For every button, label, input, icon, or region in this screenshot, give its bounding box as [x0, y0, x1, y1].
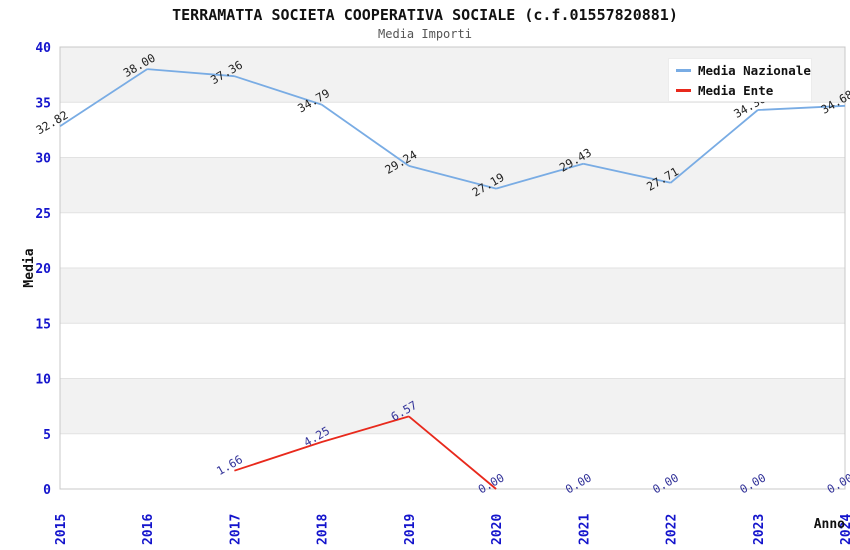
y-tick-label: 10 — [35, 373, 51, 388]
legend-line-red-icon — [676, 88, 691, 92]
x-tick-label: 2016 — [141, 514, 156, 545]
legend-label: Media Nazionale — [698, 62, 811, 78]
x-tick-label: 2021 — [577, 514, 592, 545]
y-tick-label: 0 — [43, 483, 51, 498]
data-label: 0.00 — [476, 470, 507, 496]
legend-item-media-nazionale: Media Nazionale — [676, 62, 811, 78]
plot-band — [60, 157, 845, 213]
chart-legend: Media Nazionale Media Ente — [668, 58, 812, 102]
y-tick-label: 35 — [35, 96, 51, 111]
legend-item-media-ente: Media Ente — [676, 82, 811, 98]
data-label: 0.00 — [737, 470, 768, 496]
x-tick-label: 2015 — [54, 514, 69, 545]
x-tick-label: 2017 — [228, 514, 243, 545]
x-tick-label: 2023 — [752, 514, 767, 545]
data-label: 0.00 — [825, 470, 850, 496]
series-line — [234, 415, 497, 490]
plot-band — [60, 378, 845, 434]
x-tick-label: 2018 — [316, 514, 331, 545]
data-label: 0.00 — [563, 470, 594, 496]
x-tick-label: 2024 — [839, 514, 850, 545]
data-label: 32.82 — [34, 108, 71, 137]
y-tick-label: 5 — [43, 428, 51, 443]
y-tick-label: 20 — [35, 262, 51, 277]
y-tick-label: 25 — [35, 207, 51, 222]
y-tick-label: 40 — [35, 41, 51, 56]
legend-label: Media Ente — [698, 82, 774, 98]
x-tick-label: 2019 — [403, 514, 418, 545]
series-line — [59, 68, 846, 190]
chart-title: TERRAMATTA SOCIETA COOPERATIVA SOCIALE (… — [172, 6, 678, 24]
legend-line-blue-icon — [676, 68, 691, 72]
x-tick-label: 2020 — [490, 514, 505, 545]
y-tick-label: 30 — [35, 152, 51, 167]
x-tick-label: 2022 — [665, 514, 680, 545]
x-axis-title: Anno — [814, 517, 845, 532]
y-tick-label: 15 — [35, 317, 51, 332]
data-label: 1.66 — [214, 452, 245, 478]
plot-frame — [59, 46, 846, 490]
chart-subtitle: Media Importi — [378, 27, 472, 41]
y-axis-title: Media — [22, 248, 37, 287]
data-label: 0.00 — [650, 470, 681, 496]
plot-band — [60, 268, 845, 324]
